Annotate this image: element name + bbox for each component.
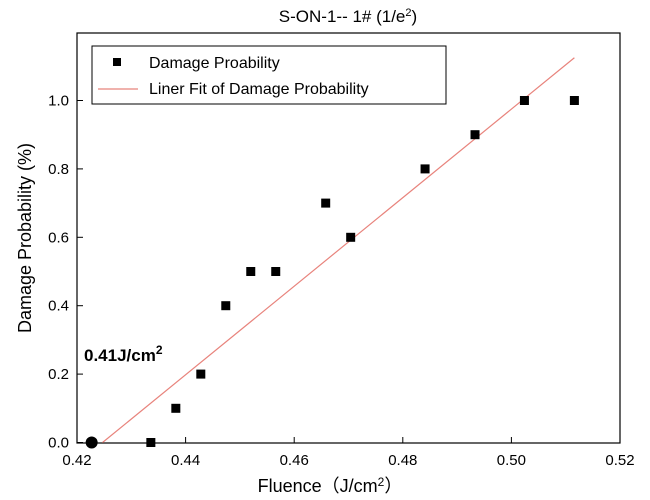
data-point: [519, 96, 529, 105]
x-axis: 0.42 0.44 0.46 0.48 0.50 0.52: [62, 437, 635, 469]
data-point: [321, 198, 331, 208]
data-point: [146, 438, 156, 447]
data-point: [171, 403, 181, 413]
data-point: [346, 232, 356, 242]
x-tick-label: 0.44: [171, 452, 200, 469]
y-axis-label: Damage Probability (%): [15, 143, 35, 333]
data-point: [196, 369, 206, 379]
legend-entry-fit: Liner Fit of Damage Probability: [149, 81, 369, 98]
legend-entry-damage: Damage Proability: [149, 55, 280, 72]
y-tick-label: 0.0: [48, 435, 69, 452]
data-points: [146, 96, 579, 447]
x-tick-label: 0.46: [280, 452, 309, 469]
y-tick-label: 0.8: [48, 161, 69, 178]
plot-frame: [76, 32, 621, 444]
y-tick-label: 0.4: [48, 298, 69, 315]
legend: Damage Proability Liner Fit of Damage Pr…: [91, 45, 447, 105]
threshold-annotation: 0.41J/cm2: [84, 343, 163, 365]
data-point: [271, 267, 281, 276]
chart-title: S-ON-1-- 1# (1/e2): [279, 7, 417, 26]
x-tick-label: 0.42: [62, 452, 91, 469]
x-tick-label: 0.52: [605, 452, 634, 469]
data-point: [569, 96, 579, 105]
fit-line: [102, 57, 575, 443]
y-tick-label: 0.2: [48, 366, 69, 383]
x-axis-label: Fluence（J/cm2）: [258, 475, 403, 496]
legend-marker-square: [113, 58, 121, 66]
data-point: [246, 267, 256, 276]
y-tick-label: 1.0: [48, 93, 69, 110]
x-tick-label: 0.50: [497, 452, 526, 469]
threshold-point: [85, 436, 98, 449]
data-point: [221, 301, 231, 311]
legend-box: [91, 45, 447, 105]
y-tick-label: 0.6: [48, 229, 69, 246]
data-point: [420, 164, 430, 174]
data-point: [470, 130, 480, 140]
x-tick-label: 0.48: [388, 452, 417, 469]
y-axis: 0.0 0.2 0.4 0.6 0.8 1.0: [48, 93, 83, 452]
